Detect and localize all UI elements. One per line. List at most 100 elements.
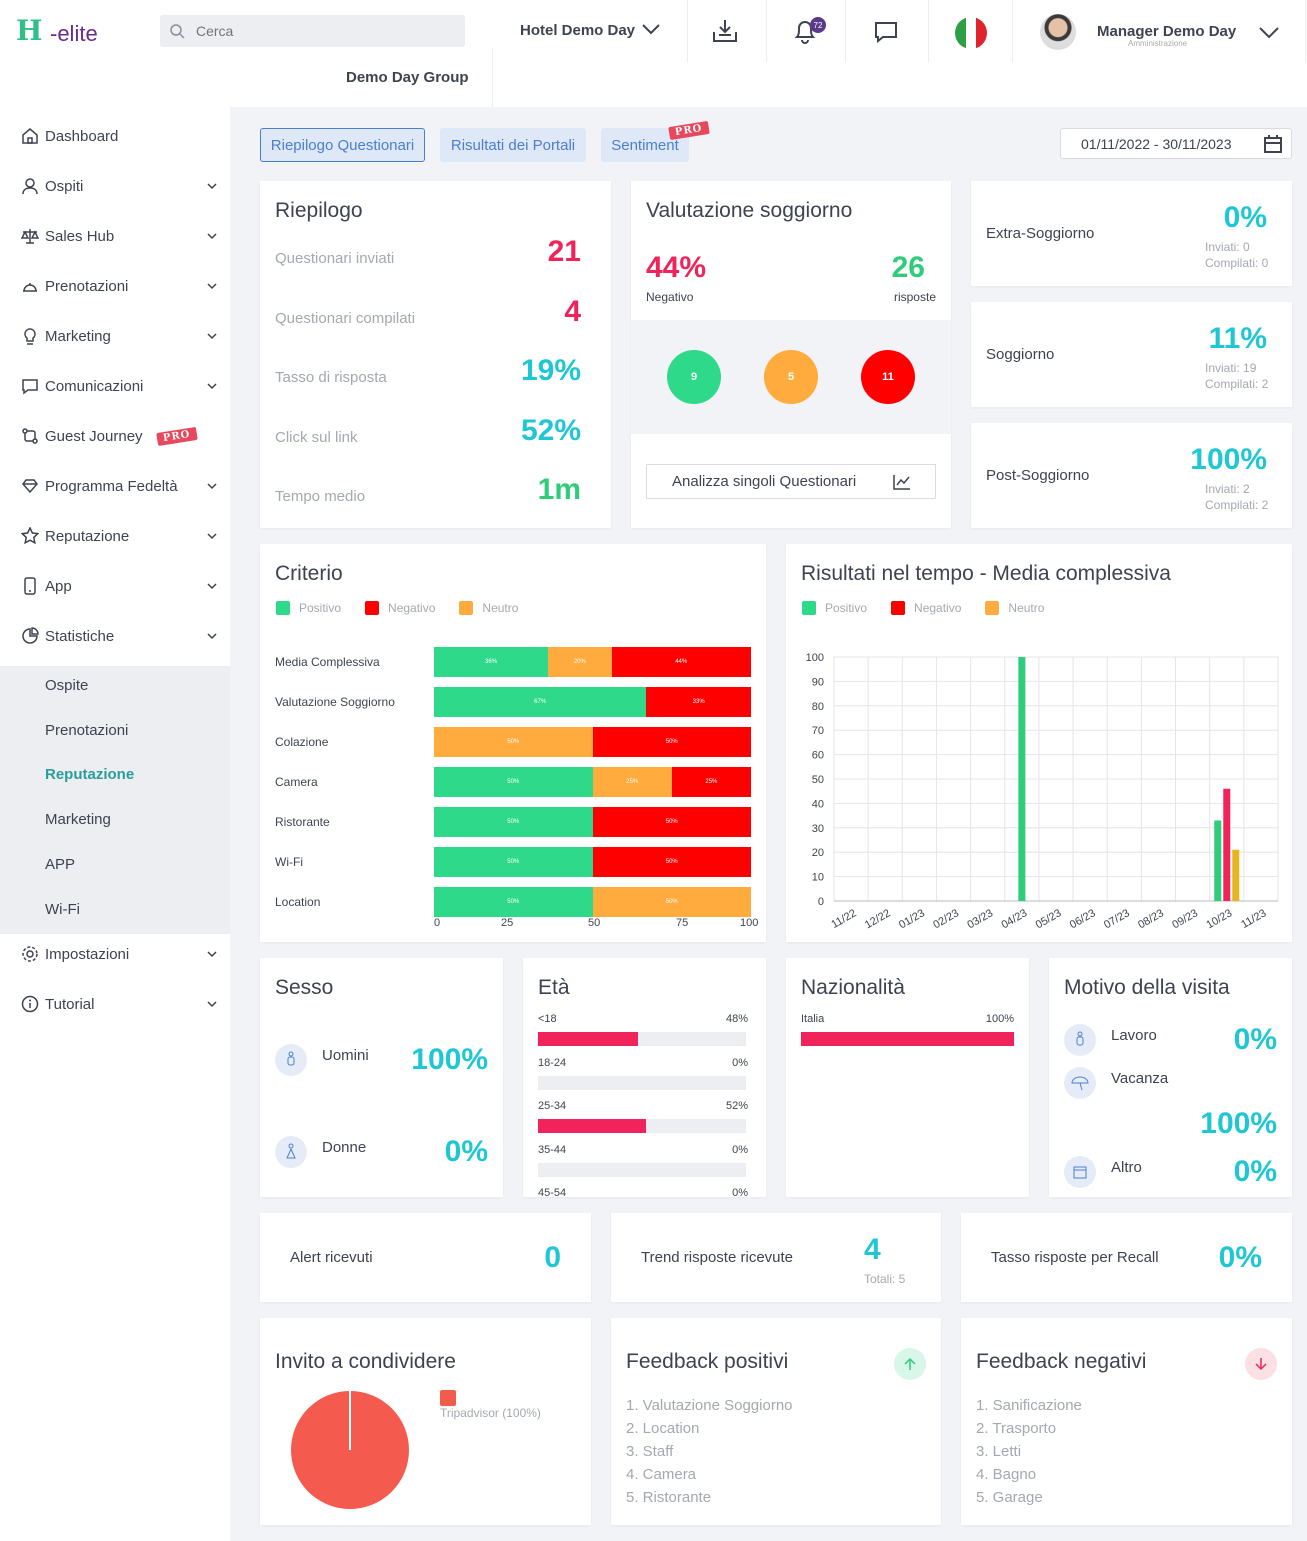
feedback-positivi-list: 1. Valutazione Soggiorno 2. Location 3. St… [626, 1397, 793, 1512]
sidebar-item-app[interactable]: App [0, 571, 230, 601]
motivo-value: 100% [1200, 1107, 1277, 1140]
feedback-item: 5. Garage [976, 1489, 1043, 1506]
legend-negativo[interactable]: Negativo [891, 601, 961, 615]
chat-icon[interactable] [874, 21, 898, 43]
arrow-down-icon [1245, 1348, 1277, 1380]
sidebar-subitem[interactable]: Prenotazioni [45, 722, 129, 739]
bell-icon[interactable] [793, 18, 817, 44]
analizza-button[interactable]: Analizza singoli Questionari [646, 464, 936, 499]
user-role: Amministrazione [1128, 39, 1188, 48]
sidebar-item-programma-fedelta[interactable]: Programma Fedeltà [0, 471, 230, 501]
date-range-picker[interactable]: 01/11/2022 - 30/11/2023 [1060, 128, 1292, 159]
legend-neutro[interactable]: Neutro [985, 601, 1044, 615]
phase-label: Soggiorno [986, 346, 1055, 363]
x-tick-label: 10/23 [1204, 907, 1234, 931]
logo-text: -elite [50, 21, 98, 46]
bar-segment-negativo[interactable]: 33% [646, 687, 751, 717]
age-label: 45-54 [538, 1187, 567, 1197]
chart-bar-neutro[interactable] [1232, 849, 1240, 901]
avatar[interactable] [1040, 14, 1076, 50]
sidebar-item-impostazioni[interactable]: Impostazioni [0, 939, 230, 969]
sidebar-item-statistiche[interactable]: Statistiche [0, 621, 230, 651]
chart-bar-positivo[interactable] [1214, 820, 1222, 901]
recall-card: Tasso risposte per Recall 0% [961, 1213, 1292, 1302]
chevron-down-icon [206, 997, 218, 1014]
user-name[interactable]: Manager Demo Day [1097, 23, 1237, 40]
sidebar-item-reputazione[interactable]: Reputazione [0, 521, 230, 551]
legend-positivo[interactable]: Positivo [802, 601, 867, 615]
x-tick-label: 01/23 [897, 907, 927, 931]
download-icon[interactable] [711, 18, 739, 44]
hotel-selector[interactable]: Hotel Demo Day [520, 22, 661, 39]
x-tick-label: 09/23 [1170, 907, 1200, 931]
search-icon [169, 23, 185, 44]
sidebar-item-label: Reputazione [45, 527, 130, 545]
x-tick-label: 08/23 [1136, 907, 1166, 931]
sidebar-item-label: Impostazioni [45, 945, 130, 963]
italian-flag-icon[interactable] [955, 17, 987, 49]
legend-neutro[interactable]: Neutro [459, 601, 518, 615]
tab-riepilogo-questionari[interactable]: Riepilogo Questionari [260, 128, 425, 162]
stat-value: 0 [544, 1241, 561, 1274]
app-logo[interactable]: H -elite [16, 14, 116, 48]
user-icon [20, 177, 40, 195]
search-box[interactable] [160, 15, 465, 47]
sidebar-item-sales-hub[interactable]: Sales Hub [0, 221, 230, 251]
uomini-label: Uomini [322, 1047, 369, 1064]
bar-segment-neutro[interactable]: 50% [434, 727, 593, 757]
tab-risultati-portali[interactable]: Risultati dei Portali [440, 128, 586, 162]
sidebar-item-tutorial[interactable]: Tutorial [0, 989, 230, 1019]
x-tick-label: 06/23 [1068, 907, 1098, 931]
chart-bar-negativo[interactable] [1223, 788, 1231, 901]
valutazione-card: Valutazione soggiorno 44% Negativo 26 ri… [631, 181, 951, 528]
phase-card: Soggiorno 11% Inviati: 19 Compilati: 2 [971, 302, 1292, 407]
divider [1305, 0, 1306, 62]
sidebar-item-label: Comunicazioni [45, 377, 144, 395]
age-bar [538, 1119, 746, 1133]
bar-segment-negativo[interactable]: 25% [671, 767, 751, 797]
bar-segment-negativo[interactable]: 50% [592, 807, 751, 837]
motivo-card: Motivo della visita Lavoro 0% Vacanza 10… [1049, 958, 1292, 1197]
pie-legend-label[interactable]: Tripadvisor (100%) [440, 1406, 541, 1420]
bar-segment-positivo[interactable]: 36% [434, 647, 549, 677]
chevron-down-icon[interactable] [1258, 26, 1280, 45]
bar-segment-positivo[interactable]: 50% [434, 767, 593, 797]
date-range-value: 01/11/2022 - 30/11/2023 [1081, 135, 1232, 152]
bar-segment-positivo[interactable]: 67% [434, 687, 647, 717]
age-value: 0% [732, 1143, 748, 1156]
feedback-item: 2. Location [626, 1420, 700, 1437]
legend-positivo[interactable]: Positivo [276, 601, 341, 615]
bar-segment-positivo[interactable]: 50% [434, 807, 593, 837]
bar-segment-positivo[interactable]: 50% [434, 847, 593, 877]
sidebar-subitem[interactable]: Marketing [45, 811, 111, 828]
bar-segment-neutro[interactable]: 20% [548, 647, 612, 677]
sidebar-item-comunicazioni[interactable]: Comunicazioni [0, 371, 230, 401]
bar-segment-negativo[interactable]: 50% [592, 847, 751, 877]
criterio-label: Wi-Fi [275, 855, 303, 869]
sidebar-item-dashboard[interactable]: Dashboard [0, 121, 230, 151]
bar-segment-negativo[interactable]: 50% [592, 727, 751, 757]
sidebar-subitem[interactable]: Ospite [45, 677, 89, 694]
arrow-up-icon [894, 1348, 926, 1380]
sidebar-item-marketing[interactable]: Marketing [0, 321, 230, 351]
tab-label: Riepilogo Questionari [270, 136, 415, 154]
negativo-label: Negativo [646, 290, 694, 304]
riepilogo-label: Tempo medio [275, 488, 366, 505]
sidebar-subitem[interactable]: APP [45, 856, 76, 873]
chart-bar-positivo[interactable] [1018, 657, 1026, 901]
bar-segment-positivo[interactable]: 50% [434, 887, 593, 917]
sidebar-item-ospiti[interactable]: Ospiti [0, 171, 230, 201]
card-title: Criterio [275, 562, 343, 585]
sidebar-item-guest-journey[interactable]: Guest Journey PRO [0, 421, 230, 451]
phase-label: Post-Soggiorno [986, 467, 1090, 484]
search-input[interactable] [196, 15, 456, 47]
sidebar-subitem[interactable]: Wi-Fi [45, 901, 80, 918]
bar-segment-neutro[interactable]: 25% [592, 767, 672, 797]
legend-negativo[interactable]: Negativo [365, 601, 435, 615]
sidebar-subitem[interactable]: Reputazione [45, 766, 135, 783]
nazione-bar-fill [801, 1032, 1014, 1046]
criterio-bar: 50% 25% 25% [434, 767, 751, 797]
bar-segment-neutro[interactable]: 50% [592, 887, 751, 917]
bar-segment-negativo[interactable]: 44% [611, 647, 751, 677]
sidebar-item-prenotazioni[interactable]: Prenotazioni [0, 271, 230, 301]
